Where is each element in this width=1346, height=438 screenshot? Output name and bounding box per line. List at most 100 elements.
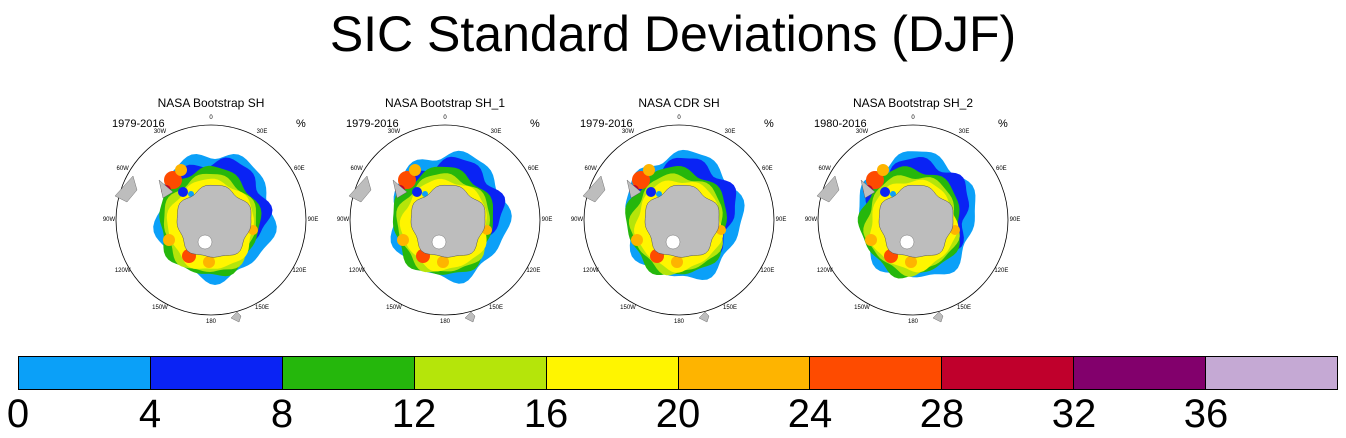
colorbar-tick-label: 0 [6, 392, 30, 436]
longitude-label: 150E [254, 305, 270, 312]
longitude-label: 180 [439, 319, 451, 325]
longitude-label: 90E [775, 217, 787, 223]
longitude-label: 180 [205, 319, 217, 325]
longitude-label: 90W [570, 217, 584, 223]
variability-hotspot [632, 171, 650, 189]
longitude-label: 60W [818, 166, 831, 172]
longitude-label: 180 [907, 319, 919, 325]
colorbar-tick-label: 8 [270, 392, 294, 436]
new-zealand [464, 311, 476, 323]
colorbar-box [678, 357, 811, 389]
longitude-label: 150E [488, 305, 504, 312]
map-panel-2: NASA Bootstrap SH_1 1979-2016 % 0 30E 60E 9… [332, 96, 558, 336]
variability-hotspot [890, 191, 896, 197]
longitude-label: 30E [958, 128, 970, 135]
antarctica-landmass [644, 184, 720, 258]
map-panel-1: NASA Bootstrap SH 1979-2016 % 0 30E 60E 90E… [98, 96, 324, 336]
unit-label: % [764, 118, 774, 130]
variability-hotspot [646, 187, 656, 197]
south-america-tip [582, 175, 606, 203]
longitude-label: 150W [854, 305, 870, 312]
colorbar-box [414, 357, 547, 389]
longitude-label: 0 [911, 115, 915, 121]
period-label: 1980-2016 [814, 118, 867, 130]
variability-hotspot [188, 191, 194, 197]
longitude-label: 90W [336, 217, 350, 223]
longitude-label: 120W [348, 268, 365, 274]
map-layer [582, 124, 775, 323]
ross-ice-shelf [431, 234, 447, 250]
longitude-label: 120E [994, 268, 1009, 274]
panel-title: NASA CDR SH [638, 96, 720, 110]
colorbar-box [282, 357, 415, 389]
period-label: 1979-2016 [346, 118, 399, 130]
antarctica-landmass [176, 184, 252, 258]
longitude-label: 120E [526, 268, 541, 274]
longitude-label: 150E [956, 305, 972, 312]
panel-title: NASA Bootstrap SH_1 [384, 96, 506, 110]
panel-title: NASA Bootstrap SH_2 [852, 96, 974, 110]
colorbar-tick-label: 12 [391, 392, 437, 436]
longitude-label: 150W [620, 305, 636, 312]
longitude-label: 90E [1009, 217, 1021, 223]
longitude-label: 120W [816, 268, 833, 274]
longitude-label: 150E [722, 305, 738, 312]
colorbar-tick-label: 4 [138, 392, 162, 436]
ross-ice-shelf [665, 234, 681, 250]
colorbar-tick-label: 36 [1183, 392, 1229, 436]
colorbar-box [150, 357, 283, 389]
colorbar-tick-label: 16 [523, 392, 569, 436]
unit-label: % [998, 118, 1008, 130]
ross-ice-shelf [197, 234, 213, 250]
longitude-label: 60E [293, 166, 305, 172]
polar-map [816, 124, 1009, 323]
variability-hotspot [163, 234, 175, 246]
variability-hotspot [643, 164, 655, 176]
longitude-label: 60W [350, 166, 363, 172]
antarctic-peninsula [158, 179, 174, 199]
colorbar-tick-label: 24 [787, 392, 833, 436]
longitude-label: 30E [256, 128, 268, 135]
variability-hotspot [422, 191, 428, 197]
longitude-label: 90W [804, 217, 818, 223]
variability-hotspot [631, 234, 643, 246]
polar-map [582, 124, 775, 323]
colorbar [18, 356, 1338, 390]
new-zealand [698, 311, 710, 323]
longitude-label: 120E [292, 268, 307, 274]
colorbar-box [810, 357, 943, 389]
longitude-label: 90W [102, 217, 116, 223]
colorbar-box [1206, 357, 1338, 389]
variability-hotspot [877, 164, 889, 176]
longitude-label: 30W [153, 128, 167, 135]
variability-hotspot [178, 187, 188, 197]
antarctic-peninsula [392, 179, 408, 199]
south-america-tip [114, 175, 138, 203]
colorbar-tick-label: 20 [655, 392, 701, 436]
south-america-tip [348, 175, 372, 203]
longitude-label: 150W [386, 305, 402, 312]
longitude-label: 150W [152, 305, 168, 312]
map-layer [348, 124, 541, 323]
new-zealand [230, 311, 242, 323]
period-label: 1979-2016 [580, 118, 633, 130]
variability-hotspot [671, 256, 683, 268]
variability-hotspot [880, 187, 890, 197]
unit-label: % [530, 118, 540, 130]
variability-hotspot [175, 164, 187, 176]
colorbar-box [19, 357, 151, 389]
longitude-label: 0 [443, 115, 447, 121]
polar-map [114, 124, 307, 323]
variability-hotspot [905, 256, 917, 268]
variability-hotspot [203, 256, 215, 268]
longitude-label: 60W [584, 166, 597, 172]
panel-title: NASA Bootstrap SH [157, 96, 265, 110]
longitude-label: 180 [673, 319, 685, 325]
variability-hotspot [398, 171, 416, 189]
map-layer [816, 124, 1009, 323]
variability-hotspot [397, 234, 409, 246]
variability-hotspot [409, 164, 421, 176]
colorbar-box [942, 357, 1075, 389]
map-layer [114, 124, 307, 323]
antarctica-landmass [878, 184, 954, 258]
